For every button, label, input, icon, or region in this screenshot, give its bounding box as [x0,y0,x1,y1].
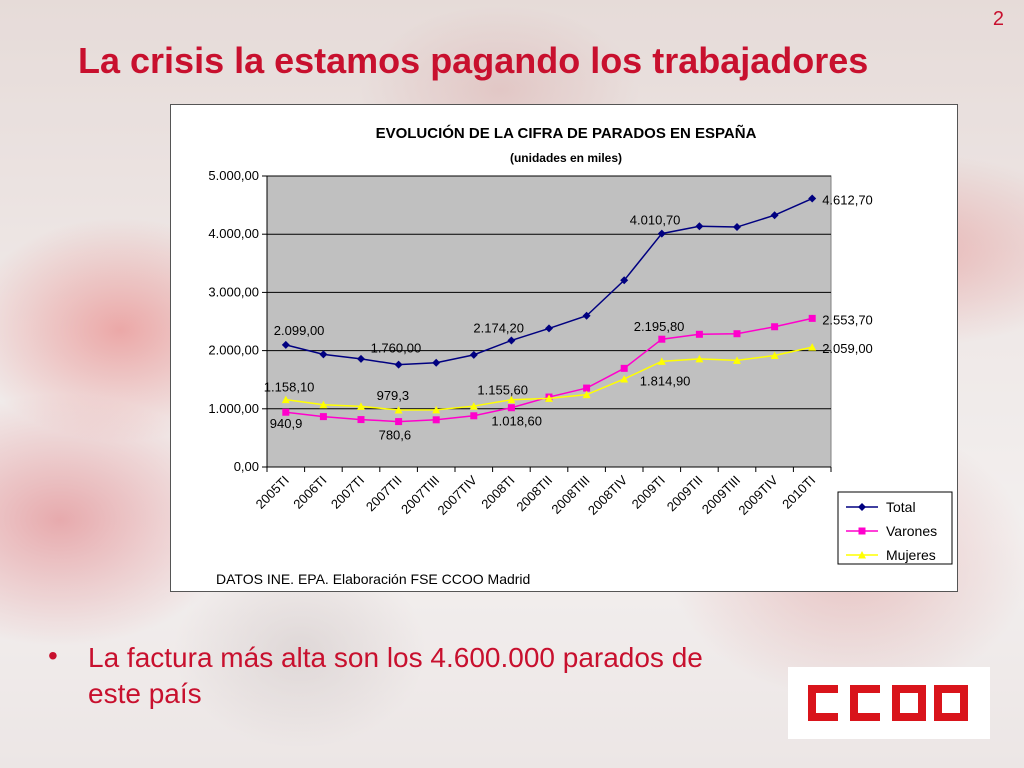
data-point-mujeres [808,343,817,351]
x-tick-label: 2007TIV [435,472,481,518]
data-point-varones [357,416,365,424]
data-point-varones [432,416,440,424]
data-label: 940,9 [270,416,303,431]
y-tick-label: 4.000,00 [208,226,259,241]
data-point-total [770,211,779,220]
y-tick-label: 2.000,00 [208,343,259,358]
data-point-total [469,350,478,359]
data-point-varones [583,384,591,392]
data-point-mujeres [319,400,328,409]
data-label: 1.158,10 [264,380,315,395]
chart-panel: EVOLUCIÓN DE LA CIFRA DE PARADOS EN ESPA… [170,104,958,592]
data-point-varones [658,335,666,343]
data-label: 4.612,70 [822,193,873,208]
legend-label: Mujeres [886,547,936,563]
data-point-varones [470,412,478,420]
data-point-mujeres [394,406,403,414]
slide-title: La crisis la estamos pagando los trabaja… [78,40,869,81]
data-point-mujeres [657,357,666,365]
x-tick-label: 2010TI [779,473,818,512]
data-point-mujeres [733,356,741,364]
data-label: 2.174,20 [473,320,524,335]
legend-marker-total [858,503,866,511]
data-point-total [620,276,629,285]
x-tick-label: 2009TIV [735,472,781,518]
ccoo-logo-mark [808,685,968,721]
data-point-total [582,311,591,320]
plot-area [266,175,832,468]
data-point-total [357,354,365,363]
x-tick-label: 2006TI [290,473,329,512]
data-point-mujeres [469,402,478,410]
data-point-total [545,324,553,333]
data-label: 2.195,80 [634,319,685,334]
data-point-varones [507,404,515,412]
data-point-total [394,360,403,369]
data-label: 1.760,00 [371,341,422,356]
data-point-varones [395,418,403,426]
data-point-varones [733,330,741,338]
bullet-text: La factura más alta son los 4.600.000 pa… [88,642,703,709]
y-tick-label: 5.000,00 [208,168,259,183]
data-label: 1.018,60 [491,414,542,429]
x-tick-label: 2007TI [328,473,367,512]
data-label: 4.010,70 [630,213,681,228]
data-point-mujeres [545,394,553,402]
x-tick-label: 2007TIII [398,473,442,517]
legend-marker-varones [858,527,866,535]
data-label: 2.553,70 [822,312,873,327]
data-point-mujeres [620,374,629,383]
line-chart: EVOLUCIÓN DE LA CIFRA DE PARADOS EN ESPA… [208,124,953,587]
chart-subtitle: (unidades en miles) [510,151,622,165]
data-label: 2.099,00 [274,323,325,338]
data-point-mujeres [582,390,591,399]
data-label: 1.155,60 [477,383,528,398]
y-tick-label: 1.000,00 [208,401,259,416]
x-tick-label: 2009TI [629,473,668,512]
x-tick-label: 2008TIII [548,473,592,517]
data-point-total [432,358,441,367]
x-tick-label: 2009TIII [699,473,743,517]
x-tick-label: 2008TIV [585,472,631,518]
legend-label: Total [886,499,916,515]
data-point-total [319,350,328,359]
data-point-varones [771,323,779,331]
data-point-total [733,223,741,232]
data-label: 780,6 [379,428,412,443]
legend-label: Varones [886,523,937,539]
bullet-marker: • [48,640,58,671]
data-point-total [657,229,666,238]
x-tick-label: 2008TI [478,473,517,512]
data-point-total [507,336,516,345]
data-point-varones [319,413,327,421]
data-point-varones [282,408,290,416]
data-point-varones [695,330,703,338]
y-tick-label: 3.000,00 [208,284,259,299]
y-tick-label: 0,00 [234,459,259,474]
data-label: 2.059,00 [822,341,873,356]
chart-title: EVOLUCIÓN DE LA CIFRA DE PARADOS EN ESPA… [376,124,757,142]
x-tick-label: 2005TI [253,473,292,512]
data-label: 1.814,90 [640,373,691,388]
legend-marker-mujeres [858,551,866,559]
legend-box [837,491,953,565]
data-label: 979,3 [377,388,410,403]
data-point-mujeres [432,405,441,414]
slide-number: 2 [992,8,1004,30]
data-point-total [281,340,290,349]
data-point-total [695,222,704,231]
data-point-varones [808,314,816,322]
data-point-mujeres [695,354,704,363]
data-point-mujeres [281,395,290,404]
chart-source: DATOS INE. EPA. Elaboración FSE CCOO Mad… [216,571,530,587]
data-point-total [808,194,817,203]
data-point-mujeres [357,402,365,410]
ccoo-logo [788,667,990,739]
data-point-mujeres [507,395,516,404]
data-point-mujeres [770,351,779,359]
data-point-varones [620,364,628,372]
